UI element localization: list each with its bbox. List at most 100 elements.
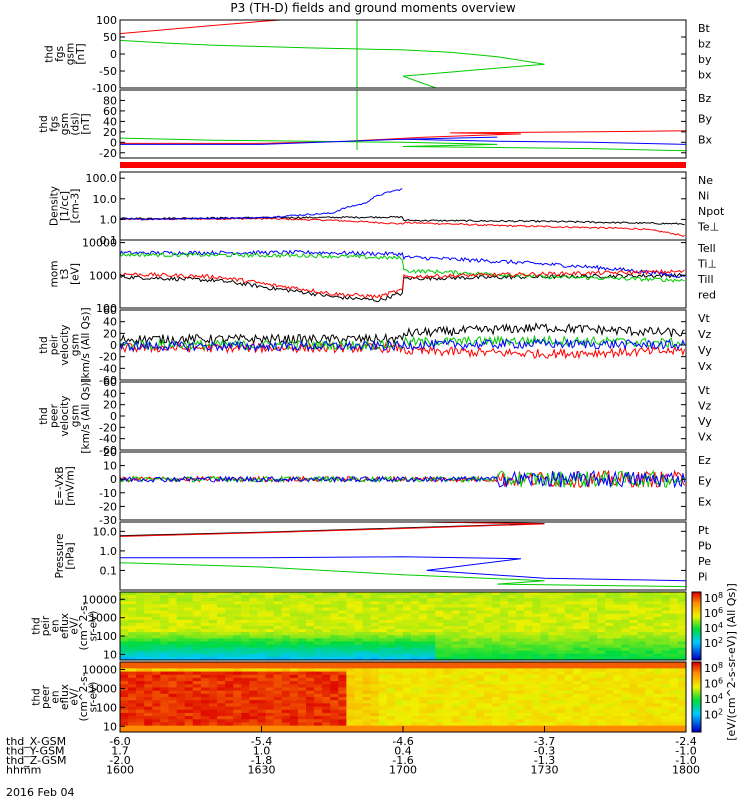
spec-cell <box>330 725 339 730</box>
spec-cell <box>588 716 598 720</box>
spec-cell <box>556 709 566 714</box>
spec-cell <box>386 635 396 639</box>
spec-cell <box>597 700 606 704</box>
spec-cell <box>128 712 137 717</box>
spec-cell <box>459 592 469 596</box>
spec-cell <box>354 656 363 661</box>
spec-cell <box>475 674 485 679</box>
spec-cell <box>419 668 428 672</box>
spec-cell <box>128 728 137 733</box>
spec-cell <box>144 656 153 661</box>
spec-cell <box>200 722 210 727</box>
spec-cell <box>637 709 646 714</box>
spec-cell <box>540 662 549 666</box>
spec-cell <box>597 709 606 714</box>
spec-cell <box>120 709 129 714</box>
spec-cell <box>192 644 202 649</box>
spec-cell <box>524 635 533 639</box>
spec-cell <box>677 616 687 621</box>
spec-cell <box>297 671 307 676</box>
spec-cell <box>645 662 655 666</box>
spec-cell <box>572 677 582 682</box>
spec-cell <box>653 622 663 627</box>
spec-cell <box>556 725 566 730</box>
spec-cell <box>378 626 388 630</box>
spec-cell <box>621 665 630 669</box>
spec-cell <box>483 595 493 599</box>
spec-cell <box>160 684 169 688</box>
spec-cell <box>208 595 218 599</box>
spec-cell <box>152 681 161 685</box>
spec-cell <box>443 650 452 655</box>
spec-cell <box>305 693 315 698</box>
spec-cell <box>144 681 153 685</box>
spec-cell <box>411 690 420 695</box>
spec-cell <box>297 725 307 730</box>
spec-cell <box>605 619 614 624</box>
spec-cell <box>241 629 250 633</box>
spec-cell <box>225 706 234 711</box>
spec-cell <box>653 687 663 692</box>
spec-cell <box>346 693 355 698</box>
spec-cell <box>645 598 655 602</box>
spec-cell <box>192 647 202 652</box>
spec-cell <box>346 653 355 658</box>
spec-cell <box>144 709 153 714</box>
spec-cell <box>556 712 566 717</box>
spec-cell <box>346 607 355 611</box>
spec-cell <box>419 638 428 642</box>
spec-cell <box>297 641 307 645</box>
spec-cell <box>394 674 404 679</box>
spec-cell <box>564 607 574 611</box>
spec-cell <box>524 641 533 645</box>
spec-cell <box>233 690 242 695</box>
spec-cell <box>184 697 194 701</box>
legend-moments-temperature-Ti⊥: Ti⊥ <box>697 258 717 271</box>
spec-cell <box>459 684 469 688</box>
spec-cell <box>370 703 380 707</box>
spec-cell <box>564 622 574 627</box>
spec-cell <box>451 687 460 692</box>
spec-cell <box>192 687 202 692</box>
spec-cell <box>435 716 444 720</box>
spec-cell <box>225 650 234 655</box>
spec-cell <box>338 644 347 649</box>
spec-cell <box>427 601 436 605</box>
spec-cell <box>677 662 687 666</box>
spec-cell <box>305 629 315 633</box>
spec-cell <box>516 641 525 645</box>
spec-cell <box>160 697 169 701</box>
spec-cell <box>427 668 436 672</box>
colorbar-tick-0-1: 106 <box>704 606 723 620</box>
spec-cell <box>265 684 275 688</box>
spec-cell <box>208 638 218 642</box>
spec-cell <box>467 725 477 730</box>
spec-cell <box>394 641 404 645</box>
spec-cell <box>217 722 226 727</box>
spec-cell <box>451 647 460 652</box>
spec-cell <box>435 674 444 679</box>
spec-cell <box>613 604 622 608</box>
spec-cell <box>176 709 186 714</box>
spec-ylabel-peir-en-eflux-3: eflux <box>59 613 71 639</box>
spec-cell <box>338 638 347 642</box>
spec-cell <box>451 622 460 627</box>
spec-cell <box>305 684 315 688</box>
spec-cell <box>491 697 501 701</box>
spec-cell <box>168 607 177 611</box>
spec-cell <box>354 604 363 608</box>
spec-cell <box>184 635 194 639</box>
series-pressure-Pi <box>120 556 686 587</box>
colorbar-cell <box>692 712 701 715</box>
spec-cell <box>645 677 655 682</box>
spec-cell <box>265 604 275 608</box>
spec-cell <box>588 677 598 682</box>
spec-cell <box>548 725 558 730</box>
spec-cell <box>200 604 210 608</box>
spec-cell <box>289 681 299 685</box>
spec-cell <box>354 653 363 658</box>
spec-cell <box>475 598 485 602</box>
spec-cell <box>176 635 186 639</box>
spec-cell <box>233 719 242 723</box>
spec-cell <box>540 690 549 695</box>
